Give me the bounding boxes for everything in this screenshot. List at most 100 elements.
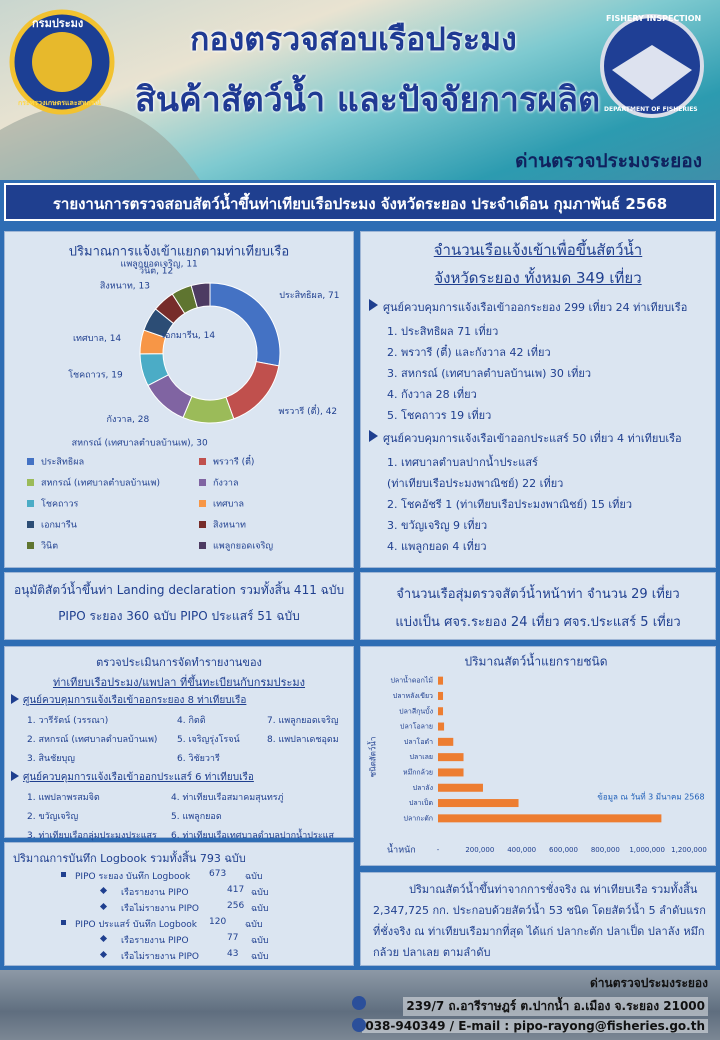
list-item: 3. สินชัยบุญ: [27, 754, 75, 764]
x-axis-label: น้ำหนัก: [387, 843, 416, 856]
footer-office: ด่านตรวจประมงระยอง: [589, 976, 708, 990]
logbook-panel: ปริมาณการบันทึก Logbook รวมทั้งสิ้น 793 …: [4, 842, 354, 966]
y-axis-label: ชนิดสัตว์น้ำ: [367, 737, 378, 778]
data-label: โชคถาวร, 19: [68, 370, 123, 381]
row-label: PIPO ระยอง บันทึก Logbook: [75, 872, 191, 882]
bar-panel: ปริมาณสัตว์น้ำแยกรายชนิด ปลาน้ำดอกไม้ ปลาห…: [360, 646, 716, 866]
annotation: ข้อมูล ณ วันที่ 3 มีนาคม 2568: [597, 791, 704, 803]
inspection-text: จำนวนเรือสุ่มตรวจสัตว์น้ำหน้าท่า จำนวน 2…: [396, 587, 680, 602]
data-label: กังวาล, 28: [107, 415, 150, 425]
legend-label: วินิต: [41, 541, 58, 552]
legend-swatch: [199, 521, 206, 528]
list-item: 2. ขวัญเจริญ: [27, 812, 79, 822]
bullet: [99, 902, 108, 911]
list-item: 5. โชคถาวร 19 เที่ยว: [387, 409, 492, 422]
bar: [438, 676, 444, 685]
bar: [438, 768, 464, 777]
left-logo-emblem: [32, 32, 92, 92]
bar: [438, 691, 444, 700]
list-item: 2. พรวารี (ตี๋) และกังวาล 42 เที่ยว: [387, 346, 551, 359]
legend-label: เอกมารีน: [41, 520, 77, 531]
group-heading: ศูนย์ควบคุมการแจ้งเรือเข้าออกประแสร์ 6 ท…: [23, 772, 254, 783]
y-tick-label: ปลาโอลาย: [400, 722, 433, 731]
bullet: [99, 950, 108, 959]
legend-swatch: [27, 542, 34, 549]
y-tick-label: ปลาโอดำ: [404, 737, 433, 746]
y-tick-label: ปลาหลังเขียว: [393, 692, 433, 700]
donut-slice: [209, 282, 281, 367]
legend-label: ประสิทธิผล: [41, 457, 84, 468]
data-label: เอกมารีน, 14: [162, 330, 215, 341]
boats-title: จังหวัดระยอง ทั้งหมด 349 เที่ยว: [434, 269, 642, 287]
row-count: 256: [227, 901, 245, 911]
right-logo-text: FISHERY INSPECTION: [606, 14, 702, 23]
chart-title: ปริมาณสัตว์น้ำแยกรายชนิด: [464, 653, 607, 669]
phone-icon: [352, 1018, 366, 1032]
list-item: 6. ท่าเทียบเรือเทศบาลตำบลปากน้ำประแส: [171, 831, 334, 841]
bar: [438, 753, 464, 762]
legend-label: พรวารี (ตี๋): [213, 454, 254, 467]
list-item: 4. แพลูกยอด 4 เที่ยว: [387, 540, 487, 553]
legend-label: แพลูกยอดเจริญ: [213, 541, 273, 552]
data-label: แพลูกยอดเจริญ, 11: [121, 258, 198, 269]
assessment-panel: ตรวจประเมินการจัดทำรายงานของท่าเทียบเรือ…: [4, 646, 354, 841]
list-item: (ท่าเทียบเรือประมงพาณิชย์) 22 เที่ยว: [387, 477, 564, 490]
row-unit: ฉบับ: [251, 952, 269, 962]
landing-panel: อนุมัติสัตว์น้ำขึ้นท่า Landing declarati…: [4, 572, 354, 640]
row-count: 43: [227, 949, 239, 959]
bar: [438, 707, 444, 716]
row-unit: ฉบับ: [251, 904, 269, 914]
y-tick-label: ปลาเลย: [410, 753, 433, 761]
row-label: PIPO ประแสร์ บันทึก Logbook: [75, 920, 197, 930]
landing-text: PIPO ระยอง 360 ฉบับ PIPO ประแสร์ 51 ฉบับ: [58, 609, 300, 623]
legend-label: สหกรณ์ (เทศบาลตำบลบ้านเพ): [41, 477, 160, 489]
list-item: 4. กิตติ: [177, 716, 206, 726]
bullet: [61, 920, 66, 925]
title: สินค้าสัตว์น้ำ และปัจจัยการผลิต: [135, 80, 601, 120]
bullet: [99, 886, 108, 895]
data-label: สหกรณ์ (เทศบาลตำบลบ้านเพ), 30: [72, 436, 208, 448]
list-item: 4. ท่าเทียบเรือสมาคมสุนทรภู่: [171, 793, 284, 803]
list-item: 5. เจริญรุ่งโรจน์: [177, 735, 240, 745]
bullet: [11, 694, 19, 704]
bullet: [11, 771, 19, 781]
bar: [438, 722, 445, 731]
legend-swatch: [199, 542, 206, 549]
summary-panel: ปริมาณสัตว์น้ำขึ้นท่าจากการชั่งจริง ณ ท่…: [360, 872, 716, 966]
boats-title: จำนวนเรือแจ้งเข้าเพื่อขึ้นสัตว์น้ำ: [433, 241, 643, 259]
list-item: 3. ท่าเทียบเรือกลุ่มประมงประแสร: [27, 831, 157, 841]
row-unit: ฉบับ: [245, 920, 263, 930]
banner: รายงานการตรวจสอบสัตว์น้ำขึ้นท่าเทียบเรือ…: [4, 183, 716, 221]
list-item: 1. เทศบาลตำบลปากน้ำประแสร์: [387, 456, 538, 469]
list-item: 3. สหกรณ์ (เทศบาลตำบลบ้านเพ) 30 เที่ยว: [387, 367, 592, 380]
inspection-text: แบ่งเป็น ศจร.ระยอง 24 เที่ยว ศจร.ประแสร์…: [395, 615, 681, 630]
bullet: [61, 872, 66, 877]
bar-chart: ปริมาณสัตว์น้ำแยกรายชนิดปลาน้ำดอกไม้ปลาห…: [367, 653, 707, 856]
y-tick-label: ปลากะตัก: [404, 814, 433, 822]
group-heading: ศูนย์ควบคุมการแจ้งเรือเข้าออกประแสร์ 50 …: [383, 432, 682, 445]
legend-swatch: [27, 479, 34, 486]
chart-title: ปริมาณการแจ้งเข้าแยกตามท่าเทียบเรือ: [69, 244, 289, 260]
row-count: 120: [209, 917, 227, 927]
landing-text: อนุมัติสัตว์น้ำขึ้นท่า Landing declarati…: [13, 583, 345, 597]
row-label: เรือรายงาน PIPO: [121, 936, 189, 946]
assessment-title: ตรวจประเมินการจัดทำรายงานของ: [96, 656, 262, 669]
row-unit: ฉบับ: [251, 888, 269, 898]
list-item: 5. แพลูกยอด: [171, 812, 222, 822]
row-label: เรือไม่รายงาน PIPO: [121, 952, 199, 962]
legend-swatch: [199, 458, 206, 465]
list-item: 1. แพปลาพรสมจิต: [27, 793, 100, 803]
legend-swatch: [27, 458, 34, 465]
row-unit: ฉบับ: [245, 872, 263, 882]
footer-contact: 038-940349 / E-mail : pipo-rayong@fisher…: [362, 1019, 708, 1033]
data-label: สิงหนาท, 13: [100, 280, 150, 291]
footer-address: 239/7 ถ.อารีราษฎร์ ต.ปากน้ำ อ.เมือง จ.ระ…: [403, 997, 708, 1016]
assessment-title: ท่าเทียบเรือประมง/แพปลา ที่ขึ้นทะเบียนกั…: [52, 676, 306, 689]
y-tick-label: ปลาสีกุนบั้ง: [399, 704, 433, 715]
x-tick-label: 1,000,000: [629, 846, 665, 854]
bar: [438, 814, 662, 823]
logbook-title: ปริมาณการบันทึก Logbook รวมทั้งสิ้น 793 …: [13, 852, 246, 865]
legend-label: กังวาล: [213, 479, 238, 489]
bullet: [99, 934, 108, 943]
